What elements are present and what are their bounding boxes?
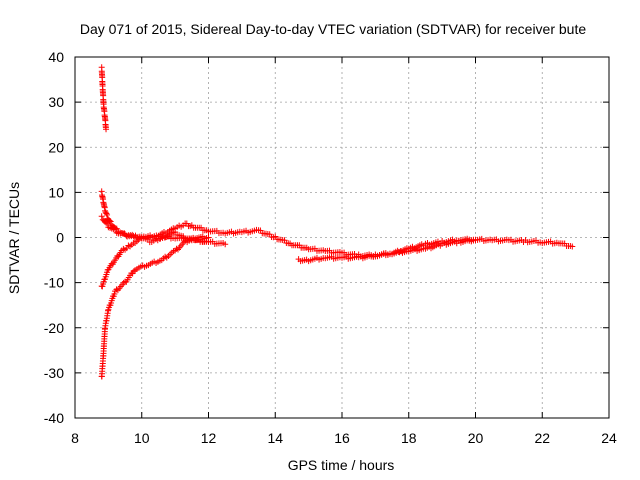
x-tick-label: 14 [267, 430, 283, 446]
x-tick-label: 22 [534, 430, 550, 446]
y-axis-label: SDTVAR / TECUs [6, 182, 22, 294]
x-tick-label: 20 [468, 430, 484, 446]
x-tick-label: 12 [201, 430, 217, 446]
x-tick-label: 24 [601, 430, 617, 446]
y-tick-label: 0 [56, 230, 64, 246]
y-tick-label: 10 [48, 184, 64, 200]
y-tick-label: -30 [44, 365, 64, 381]
y-tick-label: 30 [48, 94, 64, 110]
y-tick-label: -40 [44, 410, 64, 426]
y-tick-label: 40 [48, 49, 64, 65]
y-tick-label: -20 [44, 320, 64, 336]
x-axis-label: GPS time / hours [288, 457, 395, 473]
y-tick-label: 20 [48, 139, 64, 155]
x-tick-label: 16 [334, 430, 350, 446]
chart-title: Day 071 of 2015, Sidereal Day-to-day VTE… [80, 21, 587, 37]
x-tick-label: 10 [134, 430, 150, 446]
x-tick-label: 18 [401, 430, 417, 446]
sdtvar-chart: 8 10 12 14 16 18 20 22 24 -40-30-20-10010203040 … [0, 0, 640, 480]
y-tick-label: -10 [44, 275, 64, 291]
x-tick-label: 8 [71, 430, 79, 446]
